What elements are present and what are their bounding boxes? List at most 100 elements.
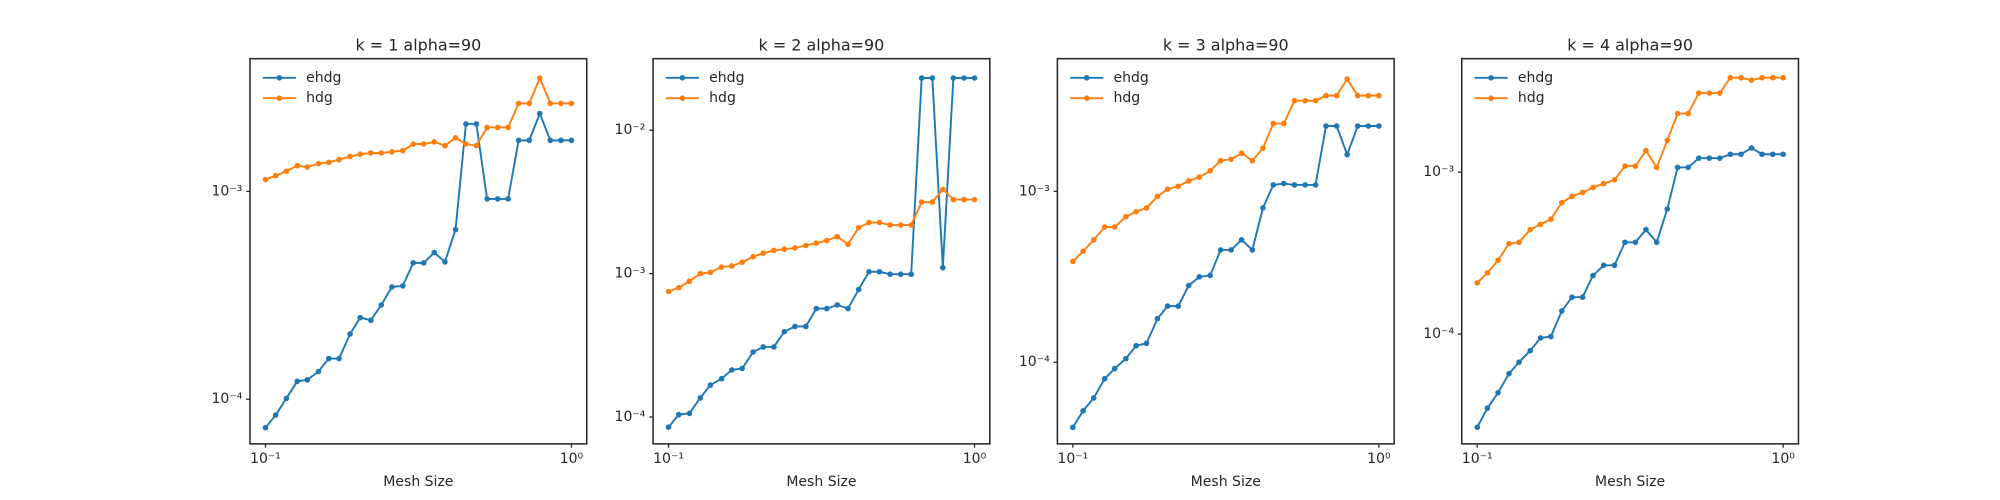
data-point bbox=[505, 124, 511, 131]
data-point bbox=[262, 424, 269, 431]
data-point bbox=[855, 286, 862, 293]
legend-marker bbox=[679, 75, 686, 81]
data-point bbox=[420, 260, 427, 266]
data-point bbox=[1537, 221, 1544, 228]
data-point bbox=[1185, 282, 1192, 289]
data-point bbox=[1769, 74, 1776, 81]
data-point bbox=[697, 270, 704, 277]
data-point bbox=[399, 283, 406, 289]
chart-title: k = 3 alpha=90 bbox=[1163, 35, 1289, 54]
data-point bbox=[707, 382, 714, 388]
data-point bbox=[357, 314, 364, 321]
data-point bbox=[1323, 123, 1329, 129]
x-axis-label: Mesh Size bbox=[786, 474, 856, 490]
data-point bbox=[1080, 248, 1086, 255]
data-point bbox=[929, 199, 936, 205]
data-point bbox=[1579, 189, 1586, 196]
data-point bbox=[1717, 155, 1723, 161]
legend-label: hdg bbox=[709, 90, 736, 106]
data-point bbox=[272, 412, 279, 418]
legend-marker bbox=[1083, 75, 1090, 81]
x-tick-label: 10⁰ bbox=[1771, 451, 1795, 467]
data-point bbox=[431, 249, 438, 256]
data-point bbox=[1484, 405, 1491, 411]
data-point bbox=[1249, 157, 1256, 164]
data-point bbox=[707, 269, 714, 276]
data-point bbox=[823, 305, 830, 312]
data-point bbox=[929, 75, 936, 81]
data-point bbox=[1270, 182, 1277, 188]
data-point bbox=[1280, 120, 1287, 127]
data-point bbox=[1780, 151, 1786, 158]
data-point bbox=[1291, 182, 1298, 188]
data-point bbox=[1484, 270, 1491, 276]
data-point bbox=[536, 75, 543, 81]
data-point bbox=[950, 75, 957, 81]
data-point bbox=[568, 100, 575, 107]
data-point bbox=[484, 124, 490, 131]
data-point bbox=[336, 355, 342, 362]
data-point bbox=[1759, 74, 1765, 81]
data-point bbox=[1738, 151, 1744, 158]
data-point bbox=[1622, 239, 1628, 246]
data-point bbox=[1260, 145, 1266, 151]
data-point bbox=[304, 164, 311, 170]
data-point bbox=[1070, 424, 1076, 431]
data-point bbox=[1164, 303, 1171, 309]
legend-marker bbox=[1488, 75, 1494, 81]
data-point bbox=[1217, 247, 1224, 253]
data-point bbox=[1154, 193, 1161, 200]
data-point bbox=[1154, 315, 1161, 322]
data-point bbox=[1376, 123, 1382, 129]
y-tick-label: 10⁻³ bbox=[211, 183, 242, 199]
data-point bbox=[1302, 182, 1308, 188]
data-point bbox=[1685, 110, 1691, 117]
data-point bbox=[325, 355, 332, 362]
y-tick-label: 10⁻³ bbox=[1019, 183, 1050, 199]
data-point bbox=[866, 219, 872, 226]
data-point bbox=[1653, 164, 1660, 171]
data-point bbox=[1333, 123, 1340, 129]
data-point bbox=[675, 411, 682, 418]
data-point bbox=[1344, 76, 1350, 82]
y-tick-label: 10⁻⁴ bbox=[211, 391, 242, 407]
data-point bbox=[971, 75, 978, 81]
data-point bbox=[918, 75, 925, 81]
data-point bbox=[1643, 226, 1649, 233]
legend-label: ehdg bbox=[1114, 70, 1149, 86]
data-point bbox=[1111, 224, 1118, 230]
data-point bbox=[1474, 424, 1481, 431]
data-point bbox=[325, 159, 332, 166]
data-point bbox=[368, 317, 374, 324]
data-point bbox=[897, 271, 904, 278]
data-point bbox=[961, 75, 967, 81]
data-point bbox=[1506, 240, 1512, 247]
data-point bbox=[803, 242, 809, 249]
data-point bbox=[940, 264, 946, 271]
data-point bbox=[1569, 294, 1575, 301]
data-point bbox=[1759, 151, 1765, 158]
data-point bbox=[1622, 163, 1628, 169]
data-point bbox=[771, 344, 777, 350]
data-point bbox=[568, 137, 575, 144]
data-point bbox=[347, 331, 353, 337]
data-point bbox=[1133, 342, 1139, 349]
data-point bbox=[1143, 205, 1150, 211]
y-tick-label: 10⁻² bbox=[615, 122, 646, 138]
data-point bbox=[1280, 180, 1287, 187]
data-point bbox=[1643, 147, 1649, 154]
data-point bbox=[1727, 74, 1734, 81]
legend-label: hdg bbox=[1114, 90, 1141, 106]
data-point bbox=[675, 284, 682, 291]
data-point bbox=[1569, 193, 1575, 200]
data-point bbox=[950, 196, 957, 203]
data-point bbox=[1101, 376, 1108, 382]
data-point bbox=[1717, 90, 1723, 96]
data-point bbox=[315, 160, 322, 167]
data-point bbox=[686, 410, 693, 417]
data-point bbox=[452, 226, 459, 233]
data-point bbox=[1748, 77, 1755, 83]
data-point bbox=[1706, 90, 1713, 96]
data-point bbox=[781, 246, 788, 252]
data-point bbox=[389, 149, 395, 155]
